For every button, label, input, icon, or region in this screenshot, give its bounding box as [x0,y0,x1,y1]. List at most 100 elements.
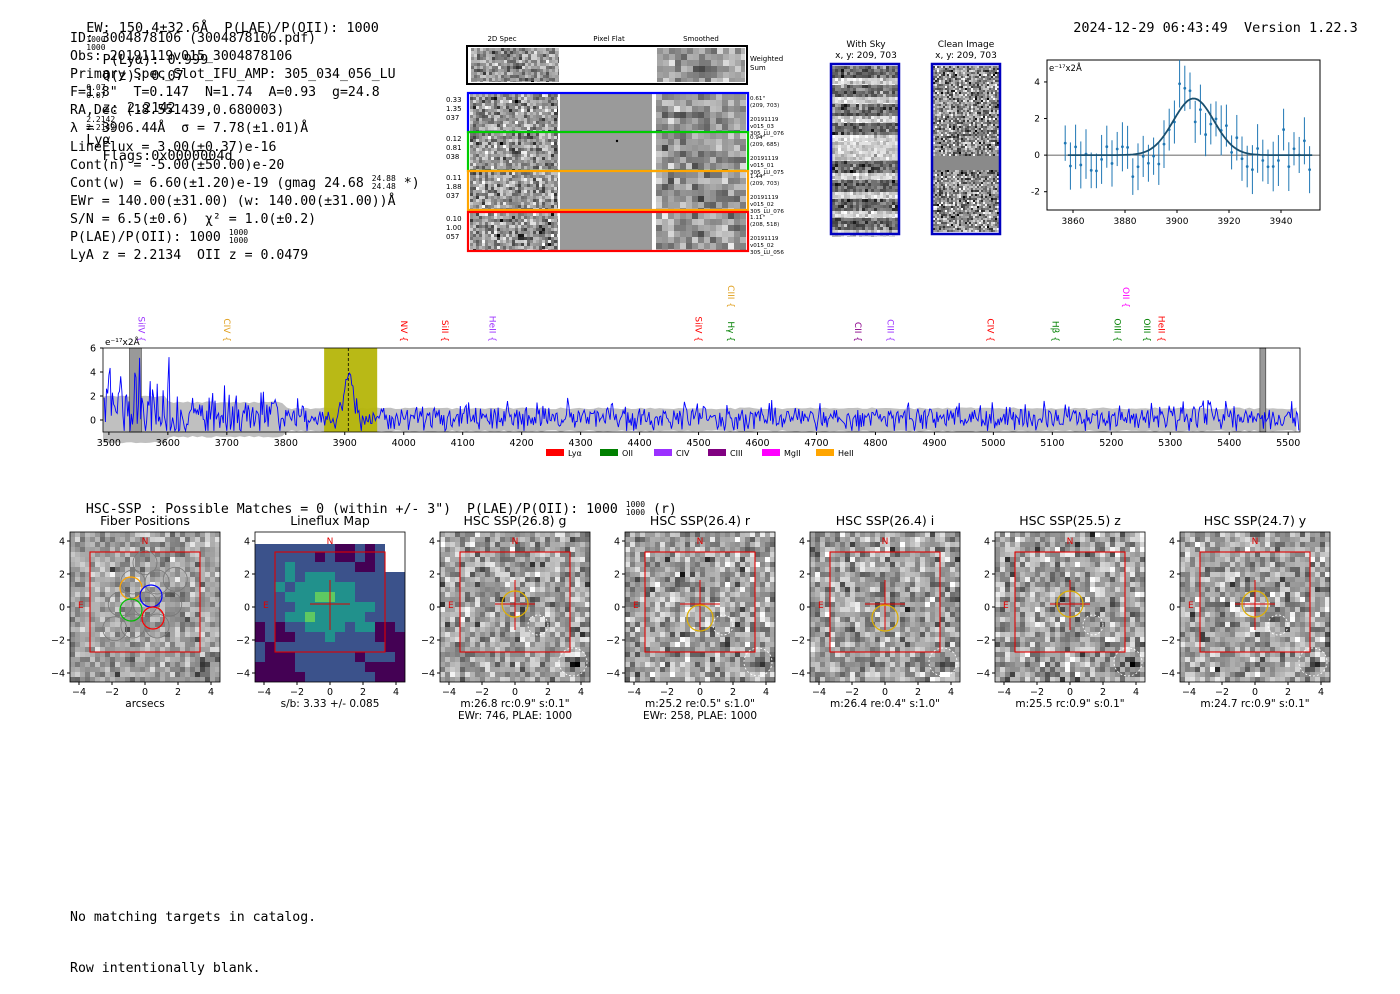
data-point [1131,175,1134,178]
x-tick-label: 4200 [510,438,534,449]
footer-line: Row intentionally blank. [70,960,316,977]
header-right: 2024-12-29 06:43:49 Version 1.22.3 [1057,4,1358,36]
spec2d-row-meta: 20191119 [750,236,779,242]
info-primary: Primary Spec_Slot_IFU_AMP: 305_034_056_L… [70,66,420,84]
spec2d-row-stat: 1.00 [446,224,462,232]
spec2d-col-label: Smoothed [683,35,719,43]
data-point [1293,147,1296,150]
spec2d-row-meta: 1.44" [750,174,765,180]
info-lambda: λ = 3906.44Å σ = 7.78(±1.01)Å [70,120,420,138]
x-tick-label: 4000 [392,438,416,449]
x-tick-label: −4 [257,687,271,698]
spec2d-row-meta: v015_03 [750,124,774,130]
y-tick-label: 0 [429,603,435,614]
x-tick-label: 3940 [1270,217,1293,227]
cutout-image [70,532,220,682]
spec2d-row-meta: 305_LU_056 [750,250,784,256]
spec2d-row-meta: 20191119 [750,117,779,123]
y-tick-label: 0 [1169,603,1175,614]
with-sky-title: With Sky [846,40,886,50]
legend-swatch [762,449,780,456]
north-label: N [1252,537,1259,547]
x-tick-label: 4 [1318,687,1324,698]
legend-label: CIII [730,449,743,458]
east-label: E [1003,601,1009,611]
y-tick-label: 4 [1169,537,1175,548]
spec2d-row-meta: 20191119 [750,156,779,162]
y-tick-label: 0 [59,603,65,614]
x-tick-label: 4 [578,687,584,698]
y-tick-label: 4 [984,537,990,548]
y-tick-label: -2 [1031,188,1040,198]
data-point [1267,165,1270,168]
y-tick-label: 4 [429,537,435,548]
east-label: E [263,601,269,611]
y-tick-label: 2 [90,392,96,403]
data-point [1241,157,1244,160]
x-tick-label: −4 [72,687,86,698]
cutout-caption: m:25.2 re:0.5" s:1.0" [645,698,755,710]
sky-panels: With Sky x, y: 209, 703 Clean Image x, y… [820,36,1020,241]
x-tick-label: 3500 [97,438,121,449]
y-tick-label: −4 [791,669,805,680]
cutout-title: HSC SSP(26.4) r [650,513,751,528]
x-tick-label: 4 [948,687,954,698]
data-point [1074,145,1077,148]
x-tick-label: 4400 [627,438,651,449]
x-tick-label: 0 [697,687,703,698]
y-tick-label: 2 [984,570,990,581]
spec2d-row-stat: 037 [446,114,459,122]
y-tick-label: 0 [614,603,620,614]
info-ewr: EWr = 140.00(±31.00) (w: 140.00(±31.00))… [70,193,420,211]
cutout-caption-2: EWr: 258, PLAE: 1000 [643,710,757,722]
emission-line-label: CIV { [221,318,231,342]
emission-line-label: HeII { [1156,316,1166,342]
data-point [1157,163,1160,166]
x-tick-label: −2 [1030,687,1044,698]
hot-pixel [616,140,618,142]
legend-label: OII [622,449,633,458]
x-tick-label: 5400 [1217,438,1241,449]
x-tick-label: 4600 [745,438,769,449]
data-point [1272,165,1275,168]
y-tick-label: 4 [1034,78,1040,88]
data-point [1204,133,1207,136]
east-label: E [448,601,454,611]
spec2d-row-meta: 20191119 [750,195,779,201]
spec2d-row-meta: (209, 703) [750,181,779,187]
data-point [1246,165,1249,168]
y-tick-label: 2 [244,570,250,581]
data-point [1287,165,1290,168]
cutout-title: HSC SSP(26.8) g [464,513,567,528]
x-tick-label: −2 [475,687,489,698]
data-point [1126,146,1129,149]
spec2d-row-meta: 0.94" [750,135,765,141]
x-tick-label: 4 [1133,687,1139,698]
pixel-flat [560,133,652,170]
info-z: LyA z = 2.2134 OII z = 0.0479 [70,247,420,265]
legend-swatch [708,449,726,456]
y-tick-label: 6 [90,344,96,355]
x-tick-label: 0 [142,687,148,698]
info-contn: Cont(n) = -5.00(±50.00)e-20 [70,157,420,175]
x-tick-label: 3700 [215,438,239,449]
clean-image-coords: x, y: 209, 703 [935,51,997,61]
data-point [1209,123,1212,126]
y-tick-label: 2 [1169,570,1175,581]
pixel-flat-blank [559,48,655,82]
clean-image-title: Clean Image [938,40,995,50]
emission-line-label: SiIV { [135,316,145,342]
data-point [1303,139,1306,142]
emission-line-label: OII { [1120,287,1130,308]
x-tick-label: 2 [175,687,181,698]
spec2d-row-stat: 057 [446,233,459,241]
data-point [1079,164,1082,167]
y-tick-label: −2 [1161,636,1175,647]
east-label: E [818,601,824,611]
info-obs: Obs: 20191119v015_3004878106 [70,48,420,66]
spec2d-col-label: 2D Spec [487,35,516,43]
